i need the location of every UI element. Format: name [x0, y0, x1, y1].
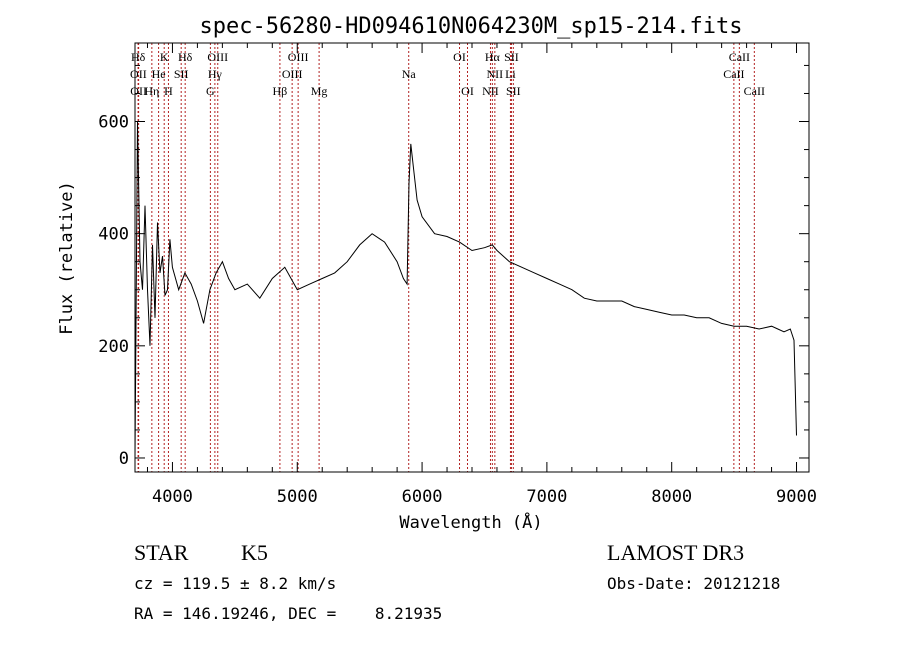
x-tick-label: 8000: [651, 487, 692, 507]
redshift-value: cz = 119.5 ± 8.2 km/s: [134, 574, 337, 593]
spectral-line-label: Hβ: [273, 84, 288, 98]
chart-title: spec-56280-HD094610N064230M_sp15-214.fit…: [199, 14, 742, 39]
spectral-line-label: Hγ: [208, 67, 223, 81]
subclass: K5: [241, 540, 268, 565]
spectral-line-label: Hα: [485, 50, 501, 64]
spectral-line-label: He: [152, 67, 166, 81]
y-tick-label: 400: [98, 225, 129, 245]
spectral-line-label: CaII: [723, 67, 744, 81]
spectral-line-label: SII: [506, 84, 521, 98]
spectral-line-label: Hη: [144, 84, 159, 98]
object-class: STAR: [134, 540, 189, 565]
x-tick-label: 6000: [402, 487, 443, 507]
x-axis-ticks: 4000 5000 6000 7000 8000 9000: [146, 43, 817, 507]
spectrum-line: [134, 121, 797, 459]
spectral-line-label: G: [206, 84, 215, 98]
spectral-line-label: OIII: [288, 50, 309, 64]
spectral-line-label: OIII: [282, 67, 303, 81]
x-tick-label: 4000: [152, 487, 193, 507]
spectral-line-label: SII: [504, 50, 519, 64]
plot-frame: [134, 42, 810, 473]
spectral-line-label: OII: [130, 67, 147, 81]
spectral-line-label: Hδ: [131, 50, 146, 64]
spectral-line-label: OI: [453, 50, 466, 64]
spectral-line-label: NII: [482, 84, 499, 98]
spectral-line-markers: [137, 43, 755, 472]
y-tick-label: 600: [98, 113, 129, 133]
spectral-line-label: SII: [174, 67, 189, 81]
spectral-line-label: NII: [487, 67, 504, 81]
spectral-line-label: OI: [461, 84, 474, 98]
spectral-line-label: H: [164, 84, 173, 98]
x-axis-label: Wavelength (Å): [399, 511, 542, 533]
y-tick-label: 200: [98, 337, 129, 357]
spectral-line-label: K: [160, 50, 169, 64]
spectral-line-label: OIII: [207, 50, 228, 64]
spectral-line-label: OII: [130, 84, 147, 98]
x-tick-label: 7000: [526, 487, 567, 507]
y-axis-label: Flux (relative): [57, 181, 77, 335]
y-tick-label: 0: [119, 449, 129, 469]
survey-name: LAMOST DR3: [607, 540, 745, 565]
y-axis-ticks: 0 200 400 600: [98, 64, 809, 469]
spectral-line-label: Hδ: [178, 50, 193, 64]
spectral-line-label: Na: [402, 67, 417, 81]
spectral-line-label: CaII: [744, 84, 765, 98]
x-tick-label: 9000: [776, 487, 817, 507]
spectral-line-label: Mg: [311, 84, 328, 98]
coordinates: RA = 146.19246, DEC = 8.21935: [134, 604, 443, 623]
x-tick-label: 5000: [277, 487, 318, 507]
obs-date: Obs-Date: 20121218: [607, 574, 781, 593]
spectral-line-label: Li: [505, 67, 516, 81]
spectral-line-label: CaII: [729, 50, 750, 64]
